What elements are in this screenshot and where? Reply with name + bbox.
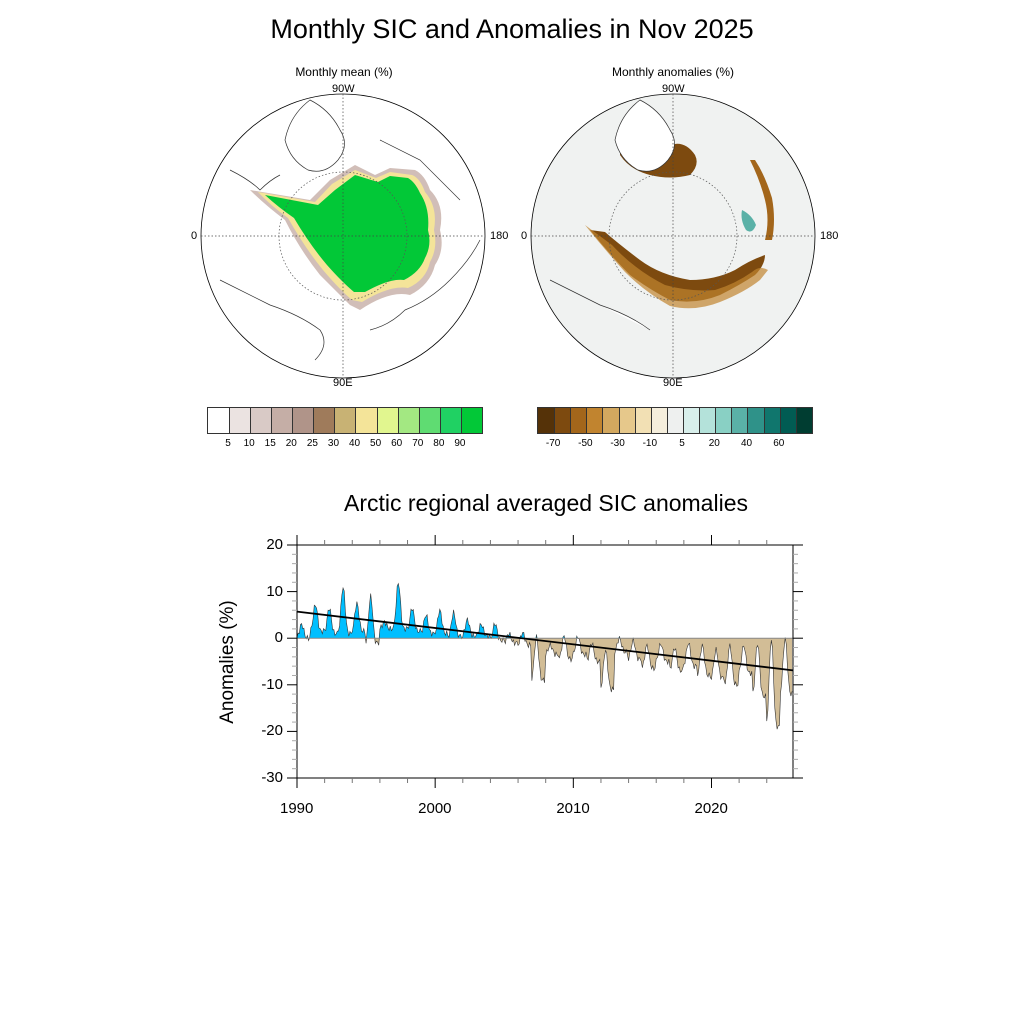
colorbar-mean-swatch	[460, 408, 482, 433]
colorbar-mean-tick-label: 25	[306, 438, 318, 449]
colorbar-anomaly-tick-label: -10	[642, 438, 658, 449]
map-mean-ice-core	[265, 175, 430, 292]
colorbar-anomaly-tick-label: -70	[545, 438, 561, 449]
map-anomaly-label-top: 90W	[662, 83, 685, 95]
map-mean-coastline-greenland	[284, 99, 345, 172]
colorbar-anomaly-tick-label: 20	[708, 438, 720, 449]
colorbar-mean-tick-label: 20	[285, 438, 297, 449]
colorbar-mean-swatch	[208, 408, 230, 433]
map-anomaly-label-left: 0	[521, 230, 528, 242]
y-tick-label: -10	[261, 675, 283, 693]
x-tick-label: 1990	[280, 800, 314, 817]
y-tick-label: 10	[266, 582, 283, 600]
colorbar-anomaly-swatch	[699, 408, 716, 433]
map-mean-coastline-eurasia	[219, 239, 481, 361]
map-anomaly-loss-chukchi	[750, 160, 774, 240]
colorbar-mean-swatch	[418, 408, 440, 433]
chart-title: Arctic regional averaged SIC anomalies	[344, 490, 748, 516]
colorbar-anomaly-swatch	[554, 408, 571, 433]
map-anomaly-loss-siberia	[590, 230, 765, 302]
colorbar-mean-swatch	[292, 408, 314, 433]
colorbar-mean-swatch	[397, 408, 419, 433]
map-anomaly-coastline	[549, 99, 675, 331]
colorbar-mean-tick-label: 30	[327, 438, 340, 449]
trend-line	[296, 610, 794, 672]
map-mean-label-left: 0	[191, 230, 198, 242]
colorbar-anomaly-labels: -70 -50 -30 -10 5 20 40 60	[537, 438, 811, 452]
colorbar-mean-tick-label: 5	[225, 438, 231, 449]
y-tick-label: -30	[261, 769, 283, 786]
colorbar-anomaly-swatch	[747, 408, 764, 433]
colorbar-anomaly-swatch	[586, 408, 603, 433]
colorbar-mean-swatch	[334, 408, 356, 433]
x-tick-label: 2020	[694, 800, 728, 817]
colorbar-anomaly-tick-label: 5	[679, 438, 685, 449]
map-mean-label-top: 90W	[332, 83, 355, 95]
colorbar-mean	[207, 407, 483, 434]
colorbar-mean-tick-label: 15	[264, 438, 276, 449]
map-anomaly-gain	[741, 210, 756, 232]
colorbar-anomaly-swatch	[763, 408, 780, 433]
colorbar-anomaly-swatch	[795, 408, 812, 433]
colorbar-anomaly-swatch	[618, 408, 635, 433]
colorbar-mean-swatch	[250, 408, 272, 433]
colorbar-mean-swatch	[229, 408, 251, 433]
map-anomaly	[530, 93, 816, 379]
colorbar-mean-labels: 5 10 15 20 25 30 40 50 60 70 80 90	[207, 438, 481, 452]
y-tick-label: -20	[261, 722, 283, 740]
negative-anomaly-area	[297, 638, 793, 730]
map-anomaly-label-right: 180	[820, 230, 839, 242]
x-tick-label: 2010	[556, 800, 590, 817]
colorbar-mean-tick-label: 10	[243, 438, 255, 449]
colorbar-anomaly-tick-label: -50	[578, 438, 593, 449]
map-mean-label-bottom: 90E	[333, 377, 353, 389]
map-mean	[200, 93, 486, 379]
colorbar-mean-swatch	[376, 408, 398, 433]
colorbar-anomaly-tick-label: -30	[610, 438, 625, 449]
plot-frame	[296, 544, 794, 779]
colorbar-mean-swatch	[355, 408, 377, 433]
x-tick-label: 2000	[418, 800, 452, 817]
colorbar-mean-tick-label: 40	[348, 438, 361, 449]
colorbar-mean-tick-label: 60	[391, 438, 403, 449]
positive-anomaly-area	[297, 583, 793, 639]
map-mean-title: Monthly mean (%)	[295, 65, 393, 79]
y-tick-label: 0	[274, 629, 283, 647]
colorbar-mean-swatch	[439, 408, 461, 433]
anomaly-series-line	[296, 582, 793, 730]
colorbar-anomaly-swatch	[570, 408, 587, 433]
colorbar-mean-tick-label: 80	[433, 438, 445, 449]
map-anomaly-label-bottom: 90E	[663, 377, 683, 389]
colorbar-anomaly-swatch	[602, 408, 619, 433]
map-anomaly-loss-siberia-edge	[585, 225, 768, 309]
colorbar-anomaly-swatch	[666, 408, 683, 433]
map-anomaly-title: Monthly anomalies (%)	[611, 65, 735, 79]
colorbar-anomaly	[537, 407, 813, 434]
colorbar-anomaly-swatch	[715, 408, 732, 433]
colorbar-anomaly-tick-label: 60	[773, 438, 785, 449]
colorbar-mean-swatch	[271, 408, 293, 433]
colorbar-anomaly-swatch	[538, 408, 555, 433]
colorbar-anomaly-tick-label: 40	[740, 438, 753, 449]
y-tick-label: 20	[266, 536, 283, 553]
colorbar-mean-tick-label: 50	[370, 438, 382, 449]
colorbar-anomaly-swatch	[731, 408, 748, 433]
colorbar-anomaly-swatch	[779, 408, 796, 433]
map-mean-label-right: 180	[490, 230, 509, 242]
map-mean-coastline-america	[229, 139, 461, 201]
colorbar-anomaly-swatch	[682, 408, 700, 433]
colorbar-anomaly-swatch	[650, 408, 667, 433]
colorbar-mean-tick-label: 90	[454, 438, 466, 449]
colorbar-mean-tick-label: 70	[412, 438, 424, 449]
colorbar-mean-swatch	[313, 408, 335, 433]
main-title: Monthly SIC and Anomalies in Nov 2025	[270, 14, 754, 44]
colorbar-anomaly-swatch	[634, 408, 651, 433]
